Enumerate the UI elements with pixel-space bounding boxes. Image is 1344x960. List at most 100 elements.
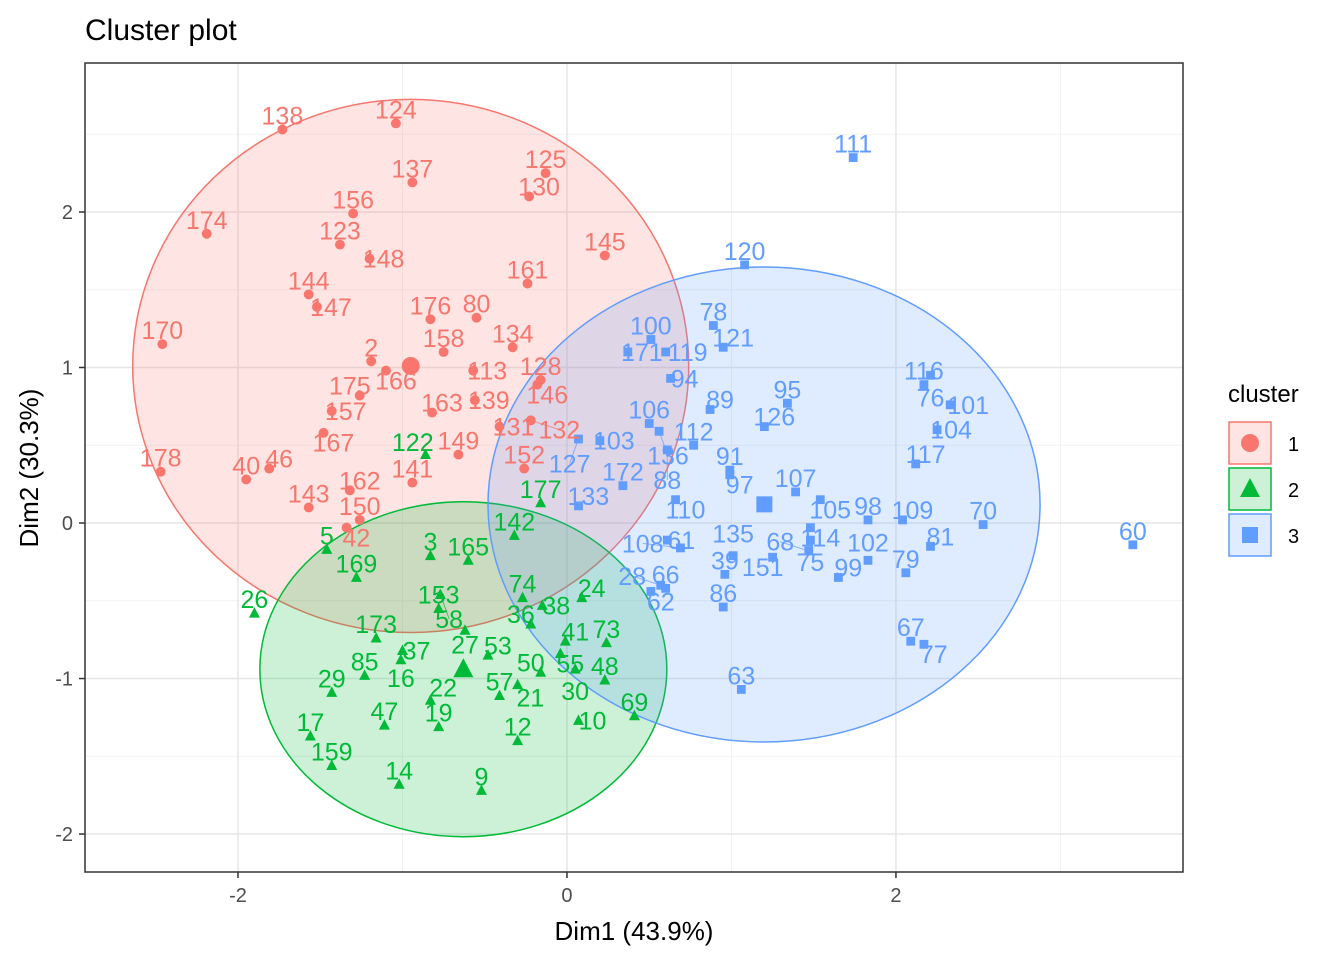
point-label-37: 37: [403, 638, 431, 666]
x-tick-label: 2: [890, 885, 901, 907]
data-point-111: [848, 153, 858, 162]
point-label-89: 89: [706, 387, 734, 415]
data-point-98: [863, 515, 873, 525]
chart-title: Cluster plot: [85, 14, 237, 47]
point-label-16: 16: [387, 665, 415, 693]
point-label-149: 149: [438, 428, 480, 456]
point-label-136: 136: [647, 443, 689, 471]
point-label-142: 142: [493, 508, 535, 536]
point-label-141: 141: [391, 456, 433, 484]
point-label-111: 111: [834, 131, 872, 159]
data-point-112: [689, 440, 699, 450]
data-point-74: [517, 591, 529, 603]
data-point-123: [335, 239, 345, 250]
legend-symbol-3: [1242, 527, 1258, 543]
data-point-36: [525, 618, 537, 629]
y-tick-label: -2: [55, 824, 73, 846]
data-point-10: [572, 714, 584, 725]
data-point-131: [494, 421, 505, 432]
point-label-68: 68: [766, 529, 794, 557]
data-point-63: [736, 685, 746, 694]
data-point-172: [618, 481, 628, 491]
x-axis-label: Dim1 (43.9%): [555, 916, 714, 946]
point-label-173: 173: [355, 611, 397, 639]
data-point-86: [718, 602, 728, 612]
point-label-88: 88: [653, 467, 681, 495]
point-label-172: 172: [602, 459, 644, 487]
y-tick-label: 2: [62, 202, 73, 224]
point-label-41: 41: [561, 618, 589, 646]
data-point-159: [326, 759, 338, 771]
point-label-98: 98: [854, 493, 882, 521]
data-point-161: [522, 278, 533, 289]
leader-line-108: [642, 542, 681, 549]
data-point-88: [662, 445, 672, 455]
point-label-156: 156: [332, 187, 374, 215]
legend-title: cluster: [1228, 381, 1299, 408]
data-point-163: [427, 407, 438, 418]
data-point-2: [366, 356, 377, 367]
data-point-102: [863, 555, 873, 565]
point-label-48: 48: [591, 653, 619, 681]
data-point-120: [740, 260, 750, 270]
point-label-40: 40: [232, 452, 260, 480]
data-point-165: [462, 554, 474, 565]
data-point-178: [155, 466, 166, 477]
point-label-177: 177: [520, 476, 562, 504]
data-point-73: [600, 636, 612, 648]
data-point-27: [459, 624, 471, 635]
data-point-47: [378, 719, 390, 730]
data-point-139: [469, 395, 480, 406]
data-point-173: [370, 632, 382, 643]
data-point-60: [1128, 540, 1138, 550]
data-point-152: [519, 463, 530, 474]
legend-label-3: 3: [1288, 526, 1299, 548]
point-label-119: 119: [668, 339, 708, 367]
data-point-158: [438, 347, 449, 357]
point-label-139: 139: [468, 387, 510, 415]
leader-line-28: [632, 575, 661, 586]
data-point-85: [359, 669, 371, 680]
data-point-105: [815, 495, 825, 505]
data-point-39: [720, 569, 730, 579]
data-point-16: [395, 653, 407, 665]
point-label-166: 166: [375, 368, 417, 396]
point-label-104: 104: [930, 417, 972, 445]
data-point-110: [671, 495, 680, 505]
data-point-48: [599, 674, 611, 685]
point-label-74: 74: [509, 571, 537, 599]
data-point-77: [919, 639, 929, 649]
point-label-19: 19: [425, 700, 453, 728]
point-label-58: 58: [435, 606, 463, 634]
point-label-42: 42: [343, 525, 371, 553]
data-point-157: [326, 406, 337, 416]
data-point-133: [574, 501, 583, 511]
y-tick-label: -1: [55, 669, 73, 691]
point-label-147: 147: [310, 294, 352, 322]
point-label-151: 151: [742, 554, 784, 582]
point-label-99: 99: [834, 555, 862, 583]
leader-line-68: [780, 541, 809, 552]
data-point-62: [646, 587, 656, 596]
point-label-128: 128: [520, 353, 562, 381]
point-label-76: 76: [917, 384, 945, 412]
data-point-176: [425, 314, 436, 325]
data-point-126: [759, 422, 769, 431]
data-point-151: [768, 552, 777, 562]
cluster-3-center: [756, 496, 773, 513]
data-point-142: [508, 529, 520, 540]
data-point-99: [833, 573, 843, 582]
x-tick-label: 0: [561, 885, 572, 907]
data-point-89: [705, 405, 715, 414]
data-point-106: [644, 419, 654, 428]
data-point-156: [348, 208, 359, 219]
point-label-126: 126: [753, 404, 795, 432]
data-point-19: [433, 720, 445, 732]
point-label-106: 106: [628, 396, 670, 424]
point-label-46: 46: [265, 446, 293, 474]
cluster-1-center: [401, 356, 420, 375]
point-label-132: 132: [538, 417, 580, 445]
point-label-110: 110: [666, 497, 706, 525]
data-point-29: [326, 686, 338, 697]
